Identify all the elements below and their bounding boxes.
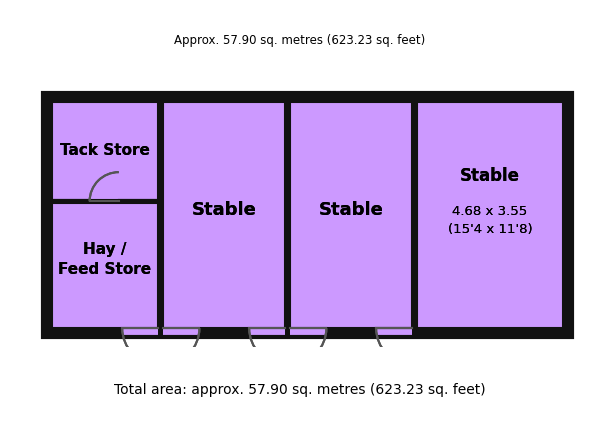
Text: Hay /
Feed Store: Hay / Feed Store xyxy=(58,242,152,277)
Text: Stable: Stable xyxy=(319,201,383,219)
Bar xyxy=(52,203,158,328)
Text: Stable: Stable xyxy=(319,201,383,219)
Bar xyxy=(122,326,158,337)
Bar xyxy=(418,102,563,328)
Text: Tack Store: Tack Store xyxy=(60,143,150,158)
Bar xyxy=(290,102,412,328)
Text: Stable: Stable xyxy=(191,201,257,219)
Text: Hay /
Feed Store: Hay / Feed Store xyxy=(58,242,152,277)
Bar xyxy=(290,326,326,337)
Text: Stable: Stable xyxy=(460,167,520,184)
Text: 4.68 x 3.55
(15'4 x 11'8): 4.68 x 3.55 (15'4 x 11'8) xyxy=(448,205,532,236)
Text: Approx. 57.90 sq. metres (623.23 sq. feet): Approx. 57.90 sq. metres (623.23 sq. fee… xyxy=(175,34,425,47)
Text: Total area: approx. 57.90 sq. metres (623.23 sq. feet): Total area: approx. 57.90 sq. metres (62… xyxy=(114,383,486,397)
Bar xyxy=(290,102,412,328)
Bar xyxy=(290,102,412,328)
Text: Stable: Stable xyxy=(191,201,257,219)
Bar xyxy=(249,326,285,337)
Text: Tack Store: Tack Store xyxy=(60,143,150,158)
Bar xyxy=(163,102,285,328)
Bar xyxy=(52,203,158,328)
Bar xyxy=(52,203,158,328)
Bar xyxy=(376,326,412,337)
Bar xyxy=(52,102,158,200)
Bar xyxy=(43,93,572,337)
Bar xyxy=(163,102,285,328)
Bar xyxy=(52,102,158,200)
Bar xyxy=(163,326,199,337)
Bar xyxy=(163,102,285,328)
Bar xyxy=(52,102,158,200)
Text: 4.68 x 3.55
(15'4 x 11'8): 4.68 x 3.55 (15'4 x 11'8) xyxy=(448,205,532,236)
Bar xyxy=(418,102,563,328)
Text: Stable: Stable xyxy=(460,167,520,184)
Bar xyxy=(418,102,563,328)
Bar xyxy=(43,93,572,337)
